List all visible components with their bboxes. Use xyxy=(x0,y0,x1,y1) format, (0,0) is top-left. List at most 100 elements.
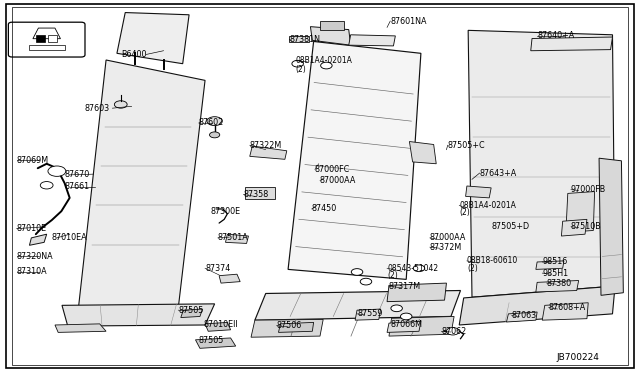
Circle shape xyxy=(48,166,66,176)
Text: (2): (2) xyxy=(296,65,307,74)
Text: 87066M: 87066M xyxy=(390,320,422,329)
Text: 98516: 98516 xyxy=(542,257,568,266)
Text: 87505: 87505 xyxy=(178,306,204,315)
Bar xyxy=(244,187,275,199)
Polygon shape xyxy=(566,192,595,232)
Text: 87603: 87603 xyxy=(84,104,109,113)
FancyBboxPatch shape xyxy=(8,22,85,57)
Bar xyxy=(36,35,45,42)
Text: 87505+C: 87505+C xyxy=(448,141,485,150)
Text: JB700224: JB700224 xyxy=(556,353,599,362)
Text: 08543-51042: 08543-51042 xyxy=(387,264,438,273)
Polygon shape xyxy=(460,286,615,325)
Text: 87450: 87450 xyxy=(312,205,337,214)
Circle shape xyxy=(115,101,127,108)
Circle shape xyxy=(207,117,222,126)
Polygon shape xyxy=(250,146,287,159)
Text: 87510B: 87510B xyxy=(571,222,602,231)
Text: 87069M: 87069M xyxy=(17,155,49,164)
Text: 87358: 87358 xyxy=(243,190,269,199)
Text: 87320NA: 87320NA xyxy=(17,252,53,261)
Polygon shape xyxy=(349,35,396,46)
Text: B6400: B6400 xyxy=(121,50,147,59)
Text: 87374: 87374 xyxy=(205,264,230,273)
Polygon shape xyxy=(387,283,447,302)
Bar xyxy=(289,36,308,42)
Text: 87661: 87661 xyxy=(65,182,90,191)
Text: 87300E: 87300E xyxy=(210,208,240,217)
Text: 97000FB: 97000FB xyxy=(571,185,606,194)
Polygon shape xyxy=(195,338,236,348)
Text: 87506: 87506 xyxy=(276,321,302,330)
Text: 87372M: 87372M xyxy=(430,243,462,251)
Circle shape xyxy=(40,182,53,189)
Text: 08B18-60610: 08B18-60610 xyxy=(467,256,518,265)
Polygon shape xyxy=(506,312,537,322)
Circle shape xyxy=(401,313,412,320)
Text: 87010EII: 87010EII xyxy=(204,321,238,330)
Text: 87063: 87063 xyxy=(511,311,537,320)
Polygon shape xyxy=(288,41,421,279)
Polygon shape xyxy=(278,323,314,333)
Text: 87310A: 87310A xyxy=(17,267,47,276)
Polygon shape xyxy=(542,303,588,320)
Text: 985H1: 985H1 xyxy=(542,269,568,278)
Text: 87381N: 87381N xyxy=(289,35,321,44)
Circle shape xyxy=(413,265,425,272)
Text: 08B1A4-0201A: 08B1A4-0201A xyxy=(296,56,353,65)
Polygon shape xyxy=(410,141,436,164)
Circle shape xyxy=(391,305,403,312)
Polygon shape xyxy=(55,324,106,333)
Text: 87317M: 87317M xyxy=(389,282,421,291)
Polygon shape xyxy=(387,321,421,333)
Text: 87380: 87380 xyxy=(547,279,572,288)
Polygon shape xyxy=(79,60,205,308)
Text: 87601NA: 87601NA xyxy=(390,17,427,26)
Polygon shape xyxy=(29,234,47,245)
Text: 87608+A: 87608+A xyxy=(548,303,586,312)
Text: (2): (2) xyxy=(460,208,470,217)
Polygon shape xyxy=(251,320,323,337)
Polygon shape xyxy=(599,158,623,295)
Circle shape xyxy=(360,278,372,285)
Text: 87505: 87505 xyxy=(198,336,224,346)
Polygon shape xyxy=(255,291,461,320)
Polygon shape xyxy=(466,186,491,198)
Text: 87000AA: 87000AA xyxy=(320,176,356,185)
Text: 87322M: 87322M xyxy=(250,141,282,150)
Text: 87640+A: 87640+A xyxy=(537,31,574,41)
Text: 87010E: 87010E xyxy=(17,224,47,233)
Polygon shape xyxy=(219,274,240,283)
Text: 87062: 87062 xyxy=(442,327,467,336)
Text: 87000FC: 87000FC xyxy=(315,165,350,174)
Text: 87602: 87602 xyxy=(198,119,224,128)
Text: 87559: 87559 xyxy=(357,310,383,318)
Polygon shape xyxy=(389,317,454,336)
Text: (2): (2) xyxy=(467,264,477,273)
Bar xyxy=(29,45,65,50)
Polygon shape xyxy=(531,37,612,51)
Polygon shape xyxy=(225,234,248,243)
Polygon shape xyxy=(561,219,587,236)
Circle shape xyxy=(351,269,363,275)
Bar xyxy=(320,21,344,31)
Text: 87643+A: 87643+A xyxy=(479,169,517,177)
Text: 87505+D: 87505+D xyxy=(491,222,529,231)
Text: 87670: 87670 xyxy=(65,170,90,179)
Text: 87000AA: 87000AA xyxy=(430,233,466,243)
Bar xyxy=(48,35,57,42)
Circle shape xyxy=(447,328,460,335)
Polygon shape xyxy=(117,13,189,64)
Polygon shape xyxy=(33,28,60,39)
Polygon shape xyxy=(62,304,214,326)
Circle shape xyxy=(321,62,332,69)
Polygon shape xyxy=(355,309,381,320)
Text: 87010EA: 87010EA xyxy=(52,233,88,243)
Polygon shape xyxy=(310,27,351,45)
Text: 87501A: 87501A xyxy=(218,233,248,243)
Polygon shape xyxy=(536,280,579,292)
Polygon shape xyxy=(536,261,564,269)
Text: 08B1A4-0201A: 08B1A4-0201A xyxy=(460,201,516,210)
Circle shape xyxy=(209,132,220,138)
Circle shape xyxy=(292,60,303,67)
